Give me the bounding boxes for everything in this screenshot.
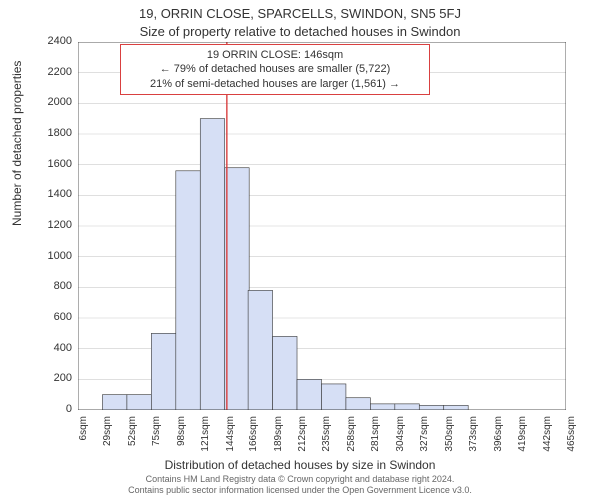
chart-supertitle: 19, ORRIN CLOSE, SPARCELLS, SWINDON, SN5…: [0, 6, 600, 21]
y-tick-label: 800: [38, 280, 72, 292]
annotation-box: 19 ORRIN CLOSE: 146sqm ← 79% of detached…: [120, 44, 430, 95]
x-tick-label: 373sqm: [468, 416, 479, 456]
chart-container: 19, ORRIN CLOSE, SPARCELLS, SWINDON, SN5…: [0, 0, 600, 500]
y-tick-label: 1600: [38, 158, 72, 170]
x-tick-label: 121sqm: [200, 416, 211, 456]
y-tick-label: 400: [38, 342, 72, 354]
y-tick-label: 2400: [38, 35, 72, 47]
y-tick-label: 1400: [38, 188, 72, 200]
x-tick-label: 419sqm: [517, 416, 528, 456]
y-tick-label: 200: [38, 372, 72, 384]
y-tick-label: 1200: [38, 219, 72, 231]
x-tick-label: 304sqm: [395, 416, 406, 456]
chart-title: Size of property relative to detached ho…: [0, 24, 600, 39]
x-tick-label: 442sqm: [542, 416, 553, 456]
footnote-line: Contains HM Land Registry data © Crown c…: [0, 474, 600, 485]
x-tick-label: 6sqm: [78, 416, 89, 456]
x-tick-label: 189sqm: [273, 416, 284, 456]
x-axis-label: Distribution of detached houses by size …: [0, 458, 600, 472]
x-tick-label: 281sqm: [370, 416, 381, 456]
x-tick-label: 166sqm: [248, 416, 259, 456]
x-tick-label: 212sqm: [297, 416, 308, 456]
annotation-line: 19 ORRIN CLOSE: 146sqm: [125, 48, 425, 62]
x-tick-label: 235sqm: [321, 416, 332, 456]
footnote-line: Contains public sector information licen…: [0, 485, 600, 496]
y-tick-label: 600: [38, 311, 72, 323]
y-tick-label: 0: [38, 403, 72, 415]
y-tick-label: 2000: [38, 96, 72, 108]
chart-plot: [78, 42, 566, 410]
y-tick-label: 1800: [38, 127, 72, 139]
x-tick-label: 29sqm: [102, 416, 113, 456]
x-tick-label: 327sqm: [419, 416, 430, 456]
x-tick-label: 396sqm: [493, 416, 504, 456]
x-tick-label: 98sqm: [176, 416, 187, 456]
y-tick-label: 2200: [38, 66, 72, 78]
x-tick-label: 75sqm: [151, 416, 162, 456]
x-tick-label: 144sqm: [225, 416, 236, 456]
chart-footnote: Contains HM Land Registry data © Crown c…: [0, 474, 600, 496]
y-axis-label: Number of detached properties: [10, 61, 24, 226]
x-tick-label: 350sqm: [444, 416, 455, 456]
x-tick-label: 465sqm: [566, 416, 577, 456]
x-tick-label: 52sqm: [127, 416, 138, 456]
annotation-line: ← 79% of detached houses are smaller (5,…: [125, 62, 425, 76]
x-tick-label: 258sqm: [346, 416, 357, 456]
y-tick-label: 1000: [38, 250, 72, 262]
annotation-line: 21% of semi-detached houses are larger (…: [125, 77, 425, 91]
